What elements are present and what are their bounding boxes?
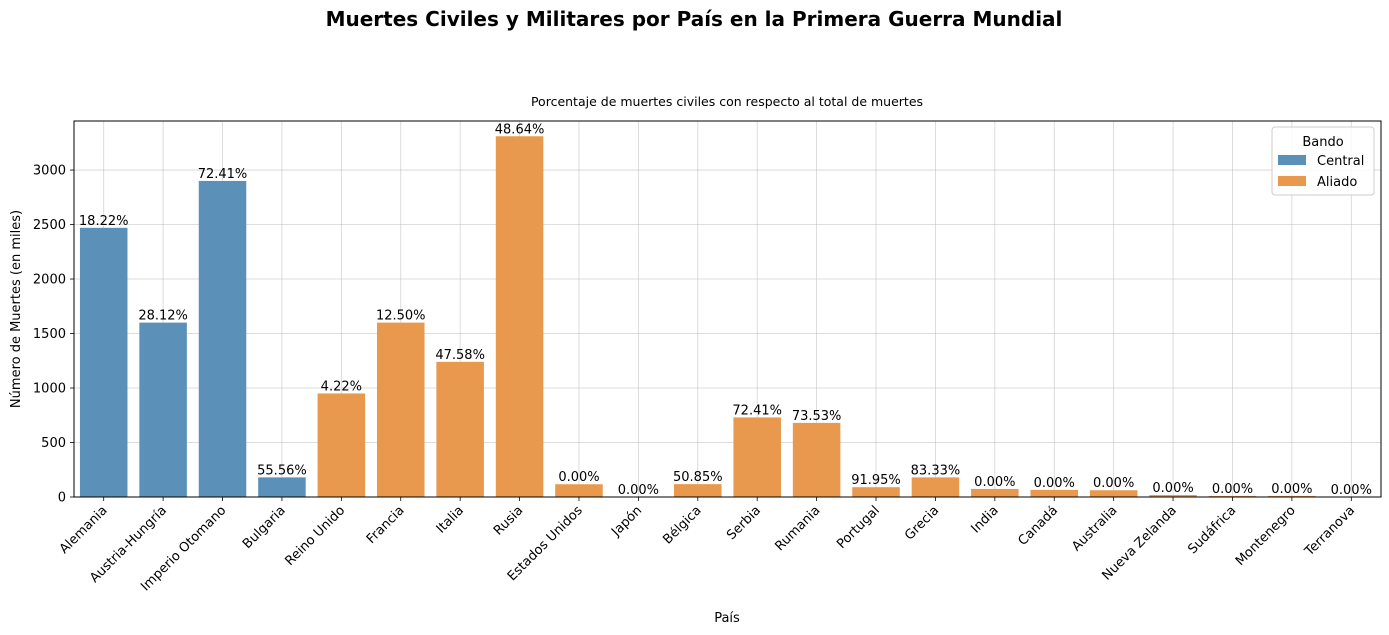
- y-tick-label: 1500: [33, 327, 66, 342]
- data-label: 73.53%: [792, 409, 842, 424]
- bar: [258, 477, 306, 497]
- data-label: 47.58%: [435, 348, 485, 363]
- data-label: 72.41%: [198, 167, 248, 182]
- y-tick-label: 2500: [33, 218, 66, 233]
- x-tick-label: Terranova: [1302, 503, 1359, 560]
- bar: [1030, 489, 1079, 497]
- x-tick-label: Italia: [434, 503, 467, 536]
- data-label: 55.56%: [257, 463, 307, 478]
- bar: [198, 180, 247, 498]
- bar: [436, 361, 484, 497]
- legend-title: Bando: [1302, 135, 1343, 150]
- x-tick-label: India: [969, 503, 1002, 536]
- x-tick-label: Francia: [364, 503, 408, 547]
- bars: [79, 136, 1376, 498]
- data-label: 72.41%: [732, 403, 782, 418]
- x-tick-label: Japón: [608, 503, 645, 540]
- legend-swatch-central: [1278, 155, 1306, 165]
- bar: [733, 417, 781, 497]
- bar: [1089, 490, 1138, 497]
- bar: [674, 484, 722, 497]
- x-tick-label: Serbia: [724, 503, 764, 543]
- data-label: 0.00%: [1331, 483, 1372, 498]
- data-label: 0.00%: [1093, 476, 1134, 491]
- bar: [1208, 495, 1257, 497]
- x-tick-label: Australia: [1069, 503, 1120, 554]
- y-tick-label: 1000: [33, 382, 66, 397]
- bar: [317, 393, 366, 497]
- y-axis-label: Número de Muertes (en miles): [9, 210, 24, 408]
- x-tick-label: Bulgaria: [240, 503, 289, 552]
- chart-subtitle: Porcentaje de muertes civiles con respec…: [531, 94, 923, 109]
- bar: [1268, 495, 1316, 497]
- bar: [971, 488, 1019, 497]
- y-tick-label: 3000: [33, 164, 66, 179]
- data-label: 12.50%: [376, 309, 426, 324]
- x-tick-label: Reino Unido: [282, 503, 348, 569]
- data-label: 0.00%: [618, 483, 659, 498]
- bar: [495, 136, 544, 497]
- bar: [139, 322, 187, 497]
- bar: [1149, 495, 1197, 497]
- x-tick-label: Sudáfrica: [1185, 503, 1239, 557]
- data-label: 0.00%: [974, 475, 1015, 490]
- x-tick-label: Rumania: [772, 503, 823, 554]
- x-tick-label: Rusia: [491, 503, 526, 538]
- bar: [852, 487, 900, 497]
- x-axis-label: País: [714, 611, 740, 626]
- chart-title: Muertes Civiles y Militares por País en …: [326, 7, 1063, 31]
- y-tick-label: 2000: [33, 273, 66, 288]
- data-label: 0.00%: [558, 470, 599, 485]
- data-label: 28.12%: [138, 309, 188, 324]
- data-label: 4.22%: [321, 379, 362, 394]
- x-tick-label: Montenegro: [1233, 503, 1299, 569]
- bar: [792, 422, 841, 497]
- data-label: 83.33%: [911, 463, 961, 478]
- bar: [376, 322, 425, 497]
- x-tick-label: Portugal: [834, 503, 883, 552]
- data-label: 50.85%: [673, 470, 723, 485]
- data-label: 48.64%: [495, 122, 545, 137]
- data-label: 91.95%: [851, 473, 901, 488]
- legend-label-central: Central: [1317, 154, 1364, 169]
- legend-swatch-aliado: [1278, 176, 1306, 186]
- legend-label-aliado: Aliado: [1317, 175, 1357, 190]
- data-label: 0.00%: [1271, 482, 1312, 497]
- legend: Bando Central Aliado: [1271, 126, 1375, 196]
- y-tick-label: 0: [58, 491, 66, 506]
- plot-frame: [73, 120, 1382, 498]
- x-tick-label: Grecia: [902, 503, 942, 543]
- data-labels: 18.22% 28.12% 72.41% 55.56% 4.22% 12.50% 47.58…: [79, 122, 1372, 498]
- grid: [74, 121, 1381, 498]
- x-tick-label: Bélgica: [660, 503, 704, 547]
- data-label: 0.00%: [1152, 481, 1193, 496]
- data-label: 0.00%: [1212, 482, 1253, 497]
- y-tick-label: 500: [41, 436, 66, 451]
- bar: [555, 484, 603, 497]
- bar: [79, 227, 128, 498]
- data-label: 18.22%: [79, 214, 129, 229]
- bar: [911, 477, 960, 497]
- x-tick-label: Alemania: [57, 503, 111, 557]
- data-label: 0.00%: [1034, 476, 1075, 491]
- x-tick-label: Canadá: [1015, 503, 1061, 549]
